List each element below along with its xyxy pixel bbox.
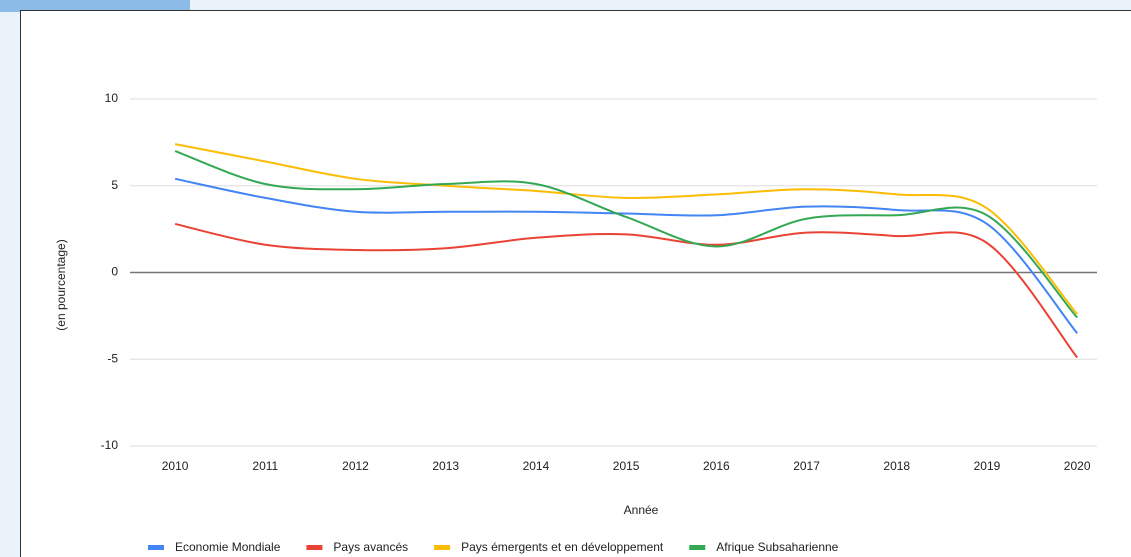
x-axis-label: Année [624, 503, 659, 517]
x-tick-label: 2017 [793, 459, 820, 473]
y-axis-label: (en pourcentage) [54, 239, 68, 330]
series-line [174, 150, 1078, 319]
x-tick-label: 2013 [432, 459, 459, 473]
legend-swatch [689, 545, 706, 550]
x-tick-label: 2016 [703, 459, 730, 473]
x-tick-label: 2014 [523, 459, 550, 473]
legend-label: Economie Mondiale [175, 540, 281, 554]
x-tick-label: 2011 [252, 459, 278, 473]
y-tick-label: -10 [101, 438, 119, 452]
x-tick-label: 2019 [974, 459, 1001, 473]
tab [0, 0, 190, 12]
series-line [174, 143, 1078, 315]
legend-swatch [148, 545, 164, 550]
x-tick-label: 2010 [162, 459, 189, 473]
legend-label: Pays avancés [333, 540, 408, 554]
x-tick-label: 2018 [883, 459, 910, 473]
y-tick-label: 0 [111, 265, 118, 279]
x-tick-label: 2020 [1064, 459, 1091, 473]
y-tick-label: 10 [105, 91, 119, 105]
legend-swatch [434, 545, 451, 550]
x-tick-label: 2015 [613, 459, 640, 473]
series-line [174, 177, 1078, 334]
legend-label: Afrique Subsaharienne [716, 540, 838, 554]
panel [20, 10, 1131, 557]
legend-label: Pays émergents et en développement [461, 540, 664, 554]
y-tick-label: 5 [111, 178, 118, 192]
series-line [174, 222, 1078, 359]
legend-swatch [306, 545, 323, 550]
x-tick-label: 2012 [342, 459, 369, 473]
y-tick-label: -5 [107, 351, 118, 365]
